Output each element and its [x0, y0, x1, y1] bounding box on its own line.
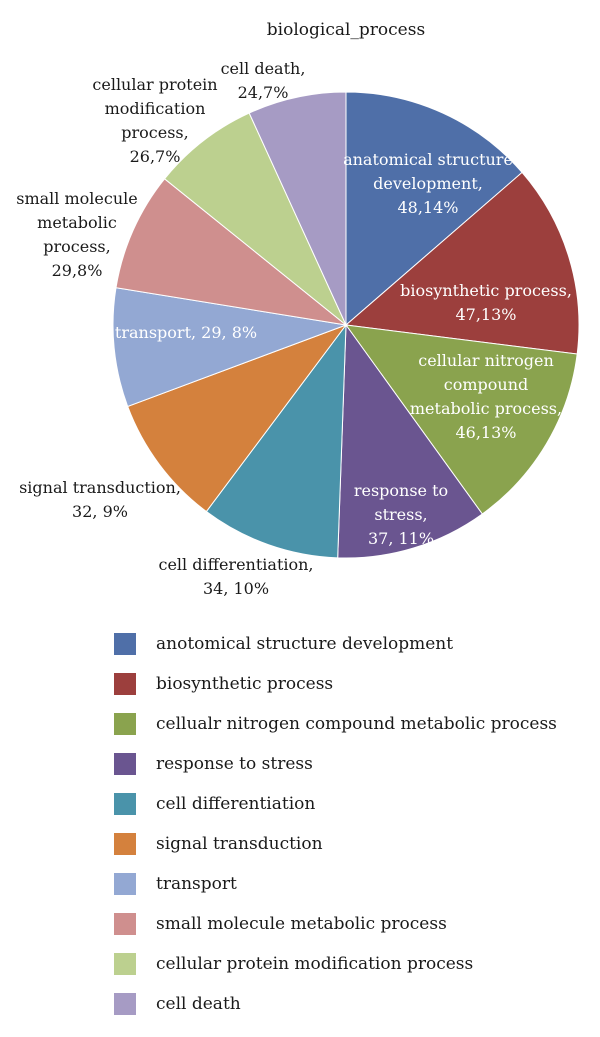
slice-label-1: anatomical structure development, 48,14%	[343, 150, 513, 217]
chart-title: biological_process	[267, 20, 425, 40]
legend-swatch-5	[114, 793, 136, 815]
pie-slice-6	[127, 323, 348, 513]
slice-label-7: transport, 29, 8%	[115, 323, 257, 342]
legend-label-4: response to stress	[156, 754, 313, 774]
legend-label-7: transport	[156, 874, 237, 894]
pie-slice-7	[112, 287, 348, 408]
slice-label-10: cell death, 24,7%	[221, 59, 306, 102]
legend: anotomical structure development biosynth…	[114, 633, 557, 1015]
pie-slice-2	[344, 171, 580, 355]
pie-slice-1	[345, 91, 523, 327]
legend-label-5: cell differentiation	[156, 794, 315, 814]
slice-label-6: signal transduction, 32, 9%	[19, 478, 181, 521]
slice-label-3: cellular nitrogen compound metabolic proce…	[410, 351, 562, 442]
slice-label-5: cell differentiation, 34, 10%	[158, 555, 313, 598]
legend-swatch-1	[114, 633, 136, 655]
legend-swatch-6	[114, 833, 136, 855]
legend-swatch-10	[114, 993, 136, 1015]
legend-label-1: anotomical structure development	[156, 634, 453, 654]
legend-swatch-7	[114, 873, 136, 895]
legend-label-10: cell death	[156, 994, 241, 1014]
legend-swatch-9	[114, 953, 136, 975]
legend-swatch-3	[114, 713, 136, 735]
slice-label-4: response to stress, 37, 11%	[354, 481, 448, 548]
slice-label-9: cellular protein modification process, 26,7…	[92, 75, 217, 166]
slice-label-8: small molecule metabolic process, 29,8%	[16, 189, 137, 280]
slice-labels: anatomical structure development, 48,14% bi…	[16, 59, 572, 598]
legend-swatch-4	[114, 753, 136, 775]
pie-slice-8	[115, 178, 348, 326]
pie-slice-4	[337, 323, 483, 559]
pie-slices	[112, 91, 580, 559]
pie-slice-3	[344, 324, 578, 515]
legend-label-8: small molecule metabolic process	[156, 914, 447, 934]
legend-label-6: signal transduction	[156, 834, 323, 854]
pie-slice-9	[163, 112, 347, 326]
legend-swatch-2	[114, 673, 136, 695]
legend-label-2: biosynthetic process	[156, 674, 333, 694]
legend-label-3: cellualr nitrogen compound metabolic pro…	[156, 714, 557, 734]
slice-label-2: biosynthetic process, 47,13%	[400, 281, 572, 324]
pie-slice-5	[205, 323, 347, 559]
legend-swatch-8	[114, 913, 136, 935]
pie-slice-10	[248, 91, 347, 326]
legend-label-9: cellular protein modification process	[156, 954, 473, 974]
